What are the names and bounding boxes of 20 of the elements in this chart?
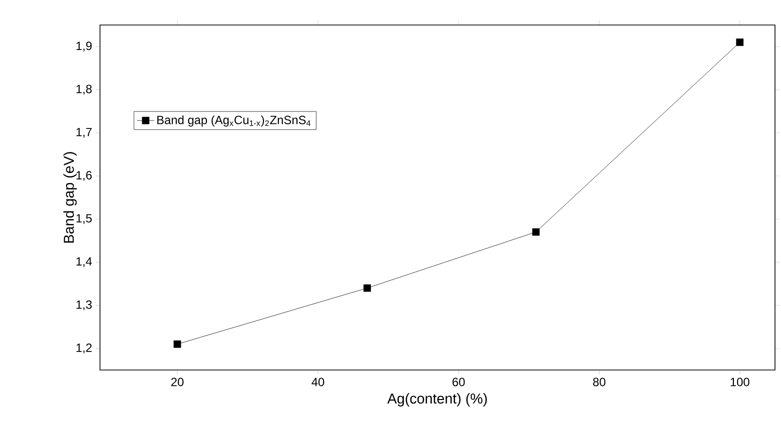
point (364, 284, 371, 292)
legend-label: Band gap (Ag$_{x}$Cu$_{1-x}$)$_{2}$ZnSnS$_{4}$ (157, 115, 310, 127)
y-tick-label: 1,7 (76, 128, 92, 138)
x-axis-title: Ag(content) (%) (387, 393, 487, 406)
y-tick-label: 1,8 (76, 84, 92, 95)
x-tick-label: 100 (730, 378, 750, 386)
point (174, 340, 182, 348)
point (532, 228, 540, 236)
y-axis-title: Band gap (eV) (63, 152, 77, 243)
x-tick-label: 60 (452, 378, 465, 386)
y-tick-label: 1,4 (76, 257, 92, 268)
y-tick-label: 1,9 (76, 42, 92, 52)
x-tick-label: 40 (312, 378, 324, 386)
x-tick-label: 20 (171, 378, 184, 386)
x-tick-label: 80 (593, 378, 606, 386)
point (736, 38, 744, 46)
y-tick-label: 1,5 (76, 214, 92, 224)
y-tick-label: 1,6 (76, 171, 92, 181)
y-tick-label: 1,3 (76, 300, 92, 310)
y-tick-label: 1,2 (76, 344, 92, 354)
